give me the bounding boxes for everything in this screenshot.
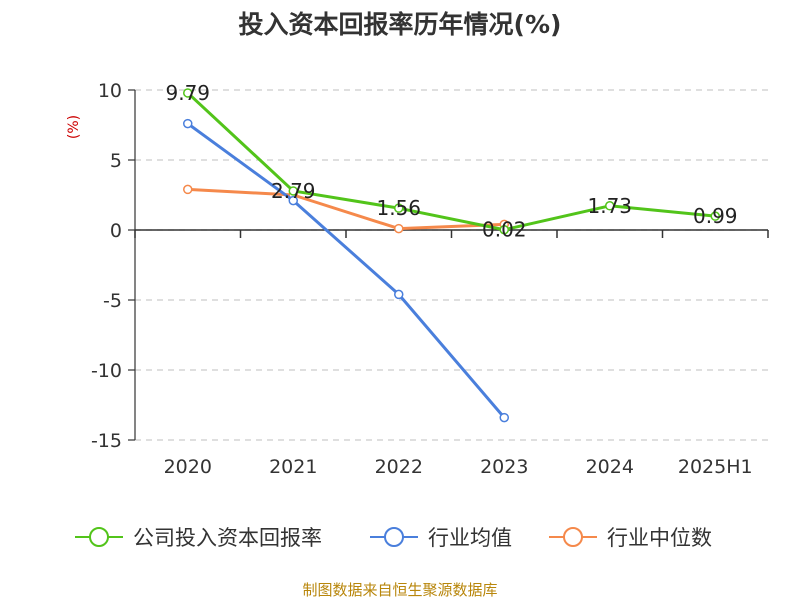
series-point — [394, 203, 404, 213]
x-tick-label: 2021 — [269, 456, 317, 478]
data-labels: 9.79 2.79 1.56 0.02 1.73 0.99 — [165, 81, 737, 242]
legend: 公司投入资本回报率 行业均值 行业中位数 — [75, 526, 712, 550]
series-point — [499, 412, 509, 423]
y-axis-label: (%) — [66, 115, 82, 139]
data-label: 0.02 — [482, 218, 527, 242]
y-tick-label: -5 — [103, 290, 122, 312]
x-tick-label: 2023 — [480, 456, 528, 478]
chart-title: 投入资本回报率历年情况(%) — [239, 10, 562, 39]
series-point — [288, 195, 298, 206]
x-tick-label: 2022 — [375, 456, 423, 478]
series-point — [183, 184, 193, 195]
y-tick-label: -10 — [91, 360, 122, 382]
series-point — [183, 118, 193, 129]
series-line — [186, 122, 506, 419]
data-label: 1.56 — [376, 196, 421, 220]
y-tick-labels: 10 5 0 -5 -10 -15 — [91, 80, 122, 452]
series-point — [605, 201, 615, 211]
x-tick-label: 2025H1 — [678, 456, 753, 478]
data-label: 2.79 — [271, 179, 316, 203]
series-point — [499, 224, 509, 235]
y-tick-label: 5 — [110, 150, 122, 172]
data-label: 9.79 — [165, 81, 210, 105]
series-point — [710, 211, 720, 221]
data-label: 1.73 — [587, 194, 632, 218]
y-tick-label: 10 — [98, 80, 122, 102]
legend-label: 行业均值 — [428, 526, 512, 550]
legend-label: 公司投入资本回报率 — [133, 526, 322, 550]
legend-marker — [89, 527, 109, 547]
source-note: 制图数据来自恒生聚源数据库 — [302, 581, 497, 599]
series-point — [183, 88, 193, 98]
y-tick-label: 0 — [110, 220, 122, 242]
series-lines — [183, 88, 720, 423]
grid-lines — [128, 89, 768, 441]
x-axis: 2020 2021 2022 2023 2024 2025H1 — [134, 229, 769, 478]
series-point — [394, 289, 404, 300]
legend-label: 行业中位数 — [607, 526, 712, 550]
legend-marker — [384, 527, 404, 547]
data-label: 0.99 — [693, 204, 738, 228]
legend-marker — [563, 527, 583, 547]
x-tick-label: 2024 — [586, 456, 634, 478]
y-tick-label: -15 — [91, 430, 122, 452]
series-line — [186, 91, 716, 232]
series-point — [394, 223, 404, 234]
x-tick-label: 2020 — [164, 456, 212, 478]
series-point — [288, 186, 298, 196]
series-line — [187, 187, 505, 231]
